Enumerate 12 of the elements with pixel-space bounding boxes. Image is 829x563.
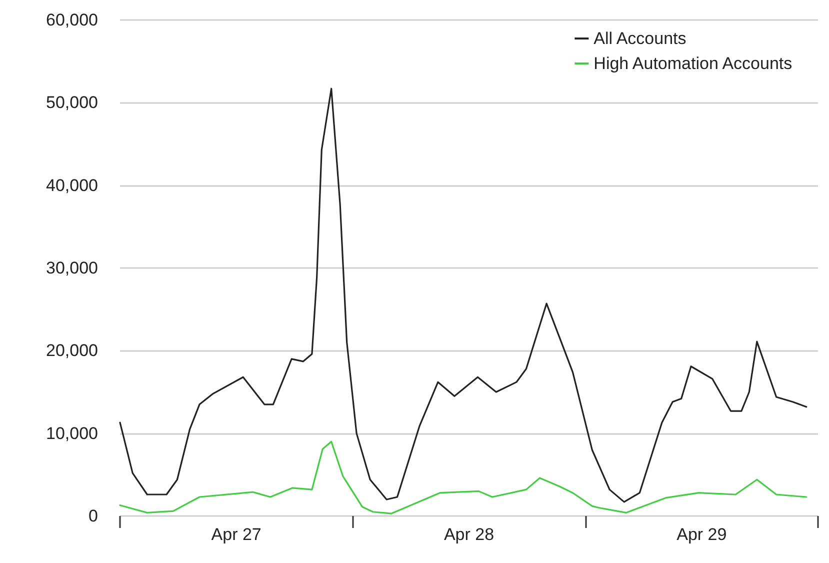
y-tick-label: 40,000 (46, 176, 98, 195)
y-tick-label: 20,000 (46, 341, 98, 360)
x-tick-label: Apr 28 (444, 525, 494, 544)
y-tick-label: 60,000 (46, 10, 98, 30)
y-tick-label: 30,000 (46, 258, 98, 278)
y-tick-label: 50,000 (46, 93, 98, 112)
legend-label: High Automation Accounts (594, 54, 792, 73)
x-tick-label: Apr 27 (211, 525, 262, 544)
y-tick-label: 0 (88, 506, 98, 526)
x-tick-label: Apr 29 (676, 525, 727, 544)
legend-label: All Accounts (594, 29, 686, 48)
y-tick-label: 10,000 (46, 424, 98, 443)
